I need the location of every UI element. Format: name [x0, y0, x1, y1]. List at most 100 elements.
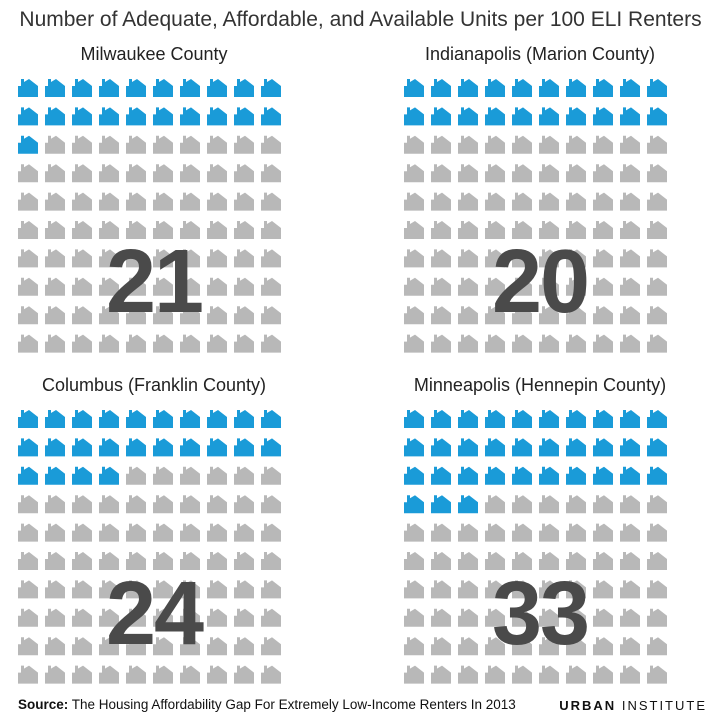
house-icon-empty	[539, 306, 559, 325]
house-icon-empty	[512, 277, 532, 296]
waffle-panel-columbus: Columbus (Franklin County) 24	[14, 375, 294, 705]
house-icon-filled	[404, 438, 424, 457]
house-icon-empty	[261, 608, 281, 627]
house-icon-empty	[458, 637, 478, 656]
house-icon-filled	[647, 410, 667, 428]
house-icon-empty	[566, 523, 586, 542]
house-icon-empty	[18, 580, 38, 599]
house-icon-empty	[566, 249, 586, 268]
house-icon-empty	[18, 665, 38, 684]
house-icon-filled	[404, 79, 424, 97]
house-icon-empty	[458, 221, 478, 239]
house-icon-empty	[539, 552, 559, 570]
house-icon-empty	[458, 135, 478, 154]
house-icon-filled	[512, 79, 532, 97]
house-icon-empty	[18, 495, 38, 514]
house-icon-filled	[180, 107, 200, 126]
house-icon-filled	[153, 79, 173, 97]
house-icon-filled	[647, 79, 667, 97]
house-icon-empty	[99, 665, 119, 684]
house-icon-empty	[512, 665, 532, 684]
value-label: 24	[105, 564, 204, 664]
house-icon-filled	[126, 107, 146, 126]
house-icon-empty	[539, 135, 559, 154]
house-icon-empty	[647, 495, 667, 514]
house-icon-empty	[234, 608, 254, 627]
house-icon-empty	[72, 552, 92, 570]
house-icon-filled	[431, 466, 451, 485]
house-icon-empty	[99, 277, 119, 296]
house-icon-empty	[458, 164, 478, 183]
house-icon-empty	[647, 580, 667, 599]
house-icon-empty	[99, 580, 119, 599]
house-icon-empty	[539, 192, 559, 211]
house-icon-filled	[126, 410, 146, 428]
house-icon-empty	[566, 164, 586, 183]
house-icon-empty	[45, 221, 65, 239]
house-icon-empty	[72, 665, 92, 684]
house-icon-empty	[18, 277, 38, 296]
house-icon-empty	[485, 306, 505, 325]
house-icon-empty	[153, 192, 173, 211]
house-icon-empty	[431, 334, 451, 353]
house-icon-empty	[18, 306, 38, 325]
house-icon-empty	[126, 580, 146, 599]
house-icon-empty	[18, 637, 38, 656]
house-icon-empty	[126, 221, 146, 239]
house-icon-filled	[72, 107, 92, 126]
house-icon-filled	[207, 438, 227, 457]
house-icon-empty	[126, 249, 146, 268]
house-icon-empty	[234, 466, 254, 485]
house-icon-empty	[485, 221, 505, 239]
house-icon-empty	[72, 637, 92, 656]
house-icon-empty	[261, 523, 281, 542]
house-icon-empty	[153, 637, 173, 656]
house-icon-empty	[180, 552, 200, 570]
house-icon-empty	[72, 164, 92, 183]
house-icon-empty	[234, 306, 254, 325]
house-icon-empty	[566, 580, 586, 599]
house-icon-filled	[431, 410, 451, 428]
waffle-panel-milwaukee: Milwaukee County 21	[14, 44, 294, 374]
house-icon-empty	[539, 164, 559, 183]
house-icon-filled	[593, 410, 613, 428]
house-icon-empty	[620, 192, 640, 211]
house-icon-empty	[431, 249, 451, 268]
house-icon-empty	[512, 523, 532, 542]
house-icon-empty	[485, 665, 505, 684]
house-icon-empty	[593, 277, 613, 296]
house-icon-empty	[566, 665, 586, 684]
house-icon-empty	[458, 580, 478, 599]
house-icon-filled	[180, 79, 200, 97]
house-icon-empty	[207, 334, 227, 353]
house-icon-filled	[261, 107, 281, 126]
house-icon-empty	[126, 192, 146, 211]
house-icon-empty	[126, 135, 146, 154]
house-icon-empty	[180, 334, 200, 353]
house-icon-empty	[431, 637, 451, 656]
value-label: 20	[491, 232, 590, 332]
house-icon-filled	[647, 466, 667, 485]
house-icon-filled	[431, 79, 451, 97]
house-icon-empty	[620, 523, 640, 542]
house-icon-empty	[620, 608, 640, 627]
house-icon-filled	[99, 410, 119, 428]
house-icon-empty	[593, 192, 613, 211]
house-icon-empty	[45, 164, 65, 183]
house-icon-filled	[566, 438, 586, 457]
house-icon-empty	[72, 495, 92, 514]
house-icon-empty	[431, 580, 451, 599]
house-icon-empty	[647, 523, 667, 542]
house-icon-empty	[18, 552, 38, 570]
house-icon-empty	[261, 552, 281, 570]
house-icon-filled	[18, 107, 38, 126]
house-icon-empty	[99, 164, 119, 183]
house-icon-empty	[180, 221, 200, 239]
house-icon-empty	[261, 192, 281, 211]
panel-title: Indianapolis (Marion County)	[424, 44, 656, 64]
house-icon-empty	[180, 249, 200, 268]
house-icon-empty	[153, 466, 173, 485]
house-icon-empty	[180, 192, 200, 211]
house-icon-empty	[261, 665, 281, 684]
house-icon-empty	[180, 495, 200, 514]
